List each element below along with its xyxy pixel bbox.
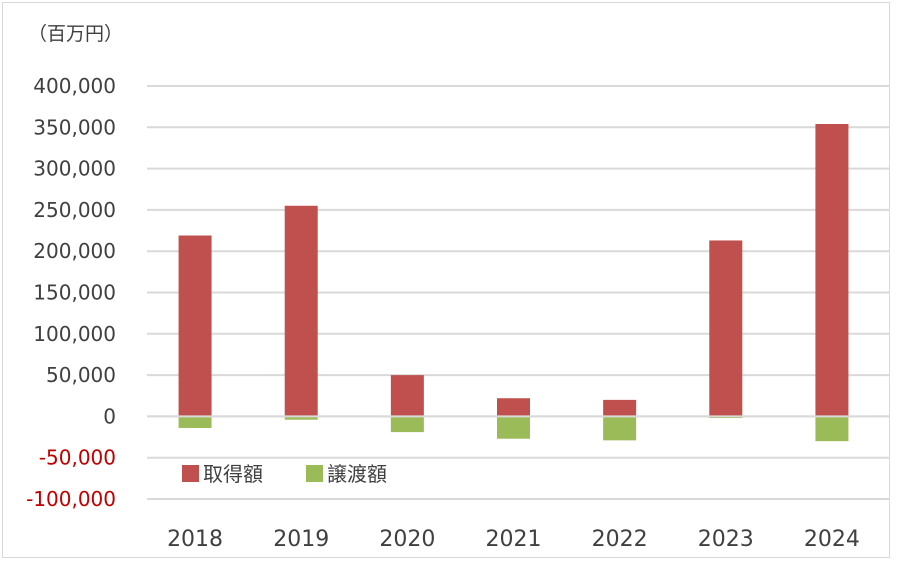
x-tick-label-2022: 2022 [592,527,648,552]
y-tick-label-9: -50,000 [39,446,116,470]
x-tick-label-2018: 2018 [167,527,223,552]
bar-transfer-2020 [390,416,424,433]
bar-acquisition-2022 [603,399,637,417]
bar-transfer-2018 [178,416,212,428]
bar-acquisition-2018 [178,235,212,417]
x-tick-label-2024: 2024 [804,527,860,552]
bar-acquisition-2024 [815,123,849,417]
y-tick-label-8: 0 [103,404,116,428]
x-tick-label-2020: 2020 [379,527,435,552]
legend-swatch-acquisition [182,465,199,482]
y-tick-label-3: 250,000 [33,198,116,222]
bar-acquisition-2023 [709,240,743,417]
bar-transfer-2024 [815,416,849,442]
x-tick-label-2023: 2023 [698,527,754,552]
y-tick-label-5: 150,000 [33,281,116,305]
y-tick-label-7: 50,000 [46,363,116,387]
legend-swatch-transfer [306,465,323,482]
bars [147,123,890,442]
y-tick-label-0: 400,000 [33,74,116,98]
bar-acquisition-2020 [390,375,424,417]
bar-transfer-2021 [497,416,530,439]
y-axis-ticks: 400,000 350,000 300,000 250,000 200,000 150,0… [26,74,116,511]
y-tick-label-6: 100,000 [33,322,116,346]
bar-transfer-2019 [284,416,318,420]
y-tick-label-2: 300,000 [33,157,116,181]
x-tick-label-2021: 2021 [486,527,542,552]
bar-acquisition-2021 [497,398,530,417]
legend-label-transfer: 譲渡額 [327,462,387,486]
y-tick-label-4: 200,000 [33,239,116,263]
y-tick-label-10: -100,000 [26,487,116,511]
x-axis-ticks: 2018 2019 2020 2021 2022 2023 2024 [167,527,860,552]
bar-acquisition-2019 [284,205,318,417]
unit-label: （百万円） [28,23,123,45]
legend: 取得額 譲渡額 [182,462,387,486]
legend-label-acquisition: 取得額 [203,462,263,486]
y-tick-label-1: 350,000 [33,115,116,139]
x-tick-label-2019: 2019 [273,527,329,552]
bar-transfer-2022 [603,416,637,441]
